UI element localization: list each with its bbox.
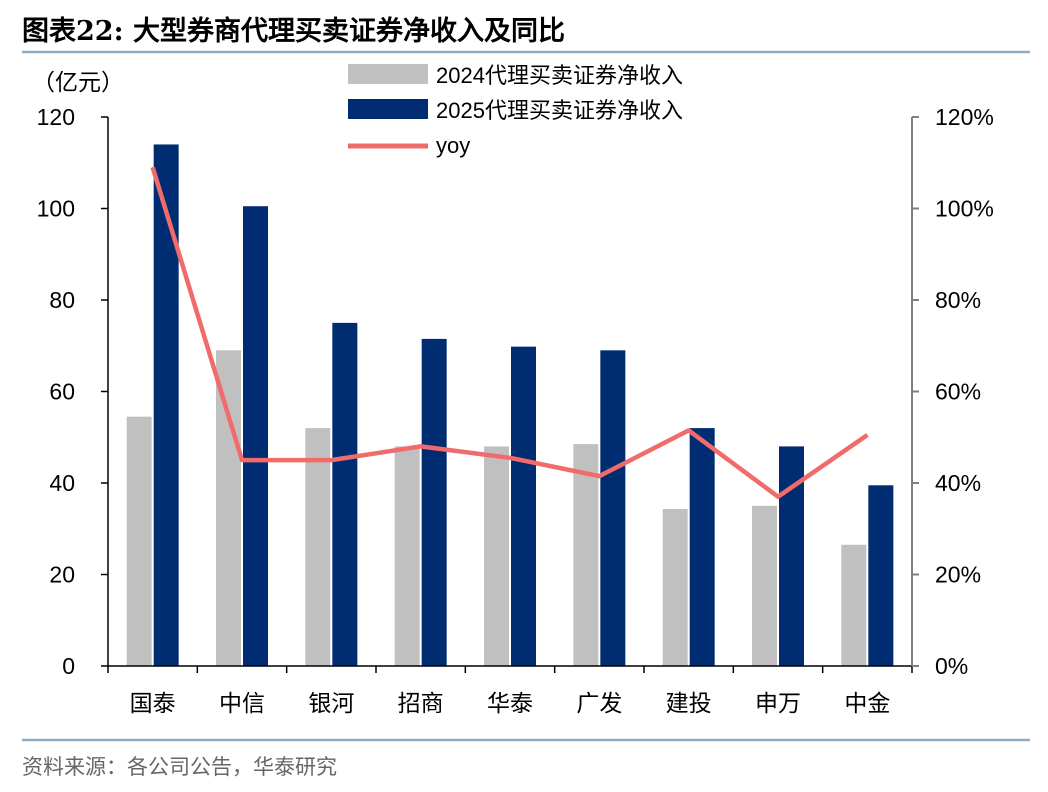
bar-2025-0 <box>153 144 179 666</box>
right-tick-label: 80% <box>935 287 981 313</box>
legend-label-2025: 2025代理买卖证券净收入 <box>436 98 683 123</box>
right-tick-label: 40% <box>935 470 981 496</box>
right-tick-label: 100% <box>935 196 994 222</box>
right-tick-label: 60% <box>935 379 981 405</box>
yoy-point-3 <box>420 445 422 447</box>
series-yoy <box>150 166 869 499</box>
yoy-point-7 <box>777 496 779 498</box>
yoy-point-8 <box>866 434 868 436</box>
source-note: 资料来源：各公司公告，华泰研究 <box>22 755 337 779</box>
right-axis-ticks: 0% 20% 40% 60% 80% 100% 120% <box>912 104 994 679</box>
bar-2024-1 <box>216 350 241 666</box>
bar-2025-5 <box>600 350 626 666</box>
left-axis-ticks: 0 20 40 60 80 100 120 <box>37 104 108 679</box>
left-tick-label: 80 <box>49 287 75 313</box>
bar-2025-4 <box>511 346 536 666</box>
bar-2024-0 <box>126 416 152 666</box>
category-label-6: 建投 <box>666 691 712 717</box>
bar-2024-3 <box>394 446 420 666</box>
left-tick-label: 100 <box>37 196 75 222</box>
bar-2025-6 <box>689 428 715 666</box>
yoy-point-4 <box>509 457 511 459</box>
bar-2025-2 <box>332 322 358 666</box>
left-tick-label: 40 <box>49 470 75 496</box>
series-2025-bars <box>153 144 894 666</box>
legend-swatch-2025 <box>348 99 428 119</box>
bar-2025-3 <box>421 338 447 666</box>
category-label-4: 华泰 <box>487 691 533 717</box>
category-label-2: 银河 <box>308 691 354 717</box>
category-label-8: 中金 <box>844 691 890 717</box>
yoy-point-6 <box>688 429 690 431</box>
legend-swatch-2024 <box>348 64 428 84</box>
series-2024-bars <box>126 350 867 666</box>
legend-label-2024: 2024代理买卖证券净收入 <box>436 63 683 88</box>
yoy-point-2 <box>330 459 332 461</box>
bar-2024-6 <box>662 509 688 666</box>
left-tick-label: 20 <box>49 562 75 588</box>
chart-title: 图表22: 大型券商代理买卖证券净收入及同比 <box>22 15 565 47</box>
category-label-7: 申万 <box>755 691 801 717</box>
category-label-1: 中信 <box>219 691 265 717</box>
right-tick-label: 120% <box>935 104 994 130</box>
right-tick-label: 20% <box>935 562 981 588</box>
left-tick-label: 0 <box>62 653 75 679</box>
yoy-point-5 <box>598 475 600 477</box>
bar-2024-4 <box>484 446 509 666</box>
bar-2025-8 <box>868 485 894 666</box>
yoy-point-0 <box>152 166 154 168</box>
category-label-3: 招商 <box>398 691 444 717</box>
unit-label: （亿元） <box>32 69 124 95</box>
category-label-0: 国泰 <box>130 691 176 717</box>
bar-2024-2 <box>305 428 331 666</box>
left-tick-label: 120 <box>37 104 75 130</box>
left-tick-label: 60 <box>49 379 75 405</box>
right-tick-label: 0% <box>935 653 968 679</box>
bar-2024-8 <box>841 544 867 666</box>
yoy-point-1 <box>241 459 243 461</box>
category-labels: 国泰 中信 银河 招商 华泰 广发 建投 申万 中金 <box>130 691 891 717</box>
bar-2025-1 <box>243 206 268 666</box>
bar-2024-5 <box>573 444 599 666</box>
legend-label-yoy: yoy <box>436 133 470 158</box>
category-label-5: 广发 <box>576 691 622 717</box>
bar-2024-7 <box>752 505 777 666</box>
legend: 2024代理买卖证券净收入 2025代理买卖证券净收入 yoy <box>348 63 683 158</box>
